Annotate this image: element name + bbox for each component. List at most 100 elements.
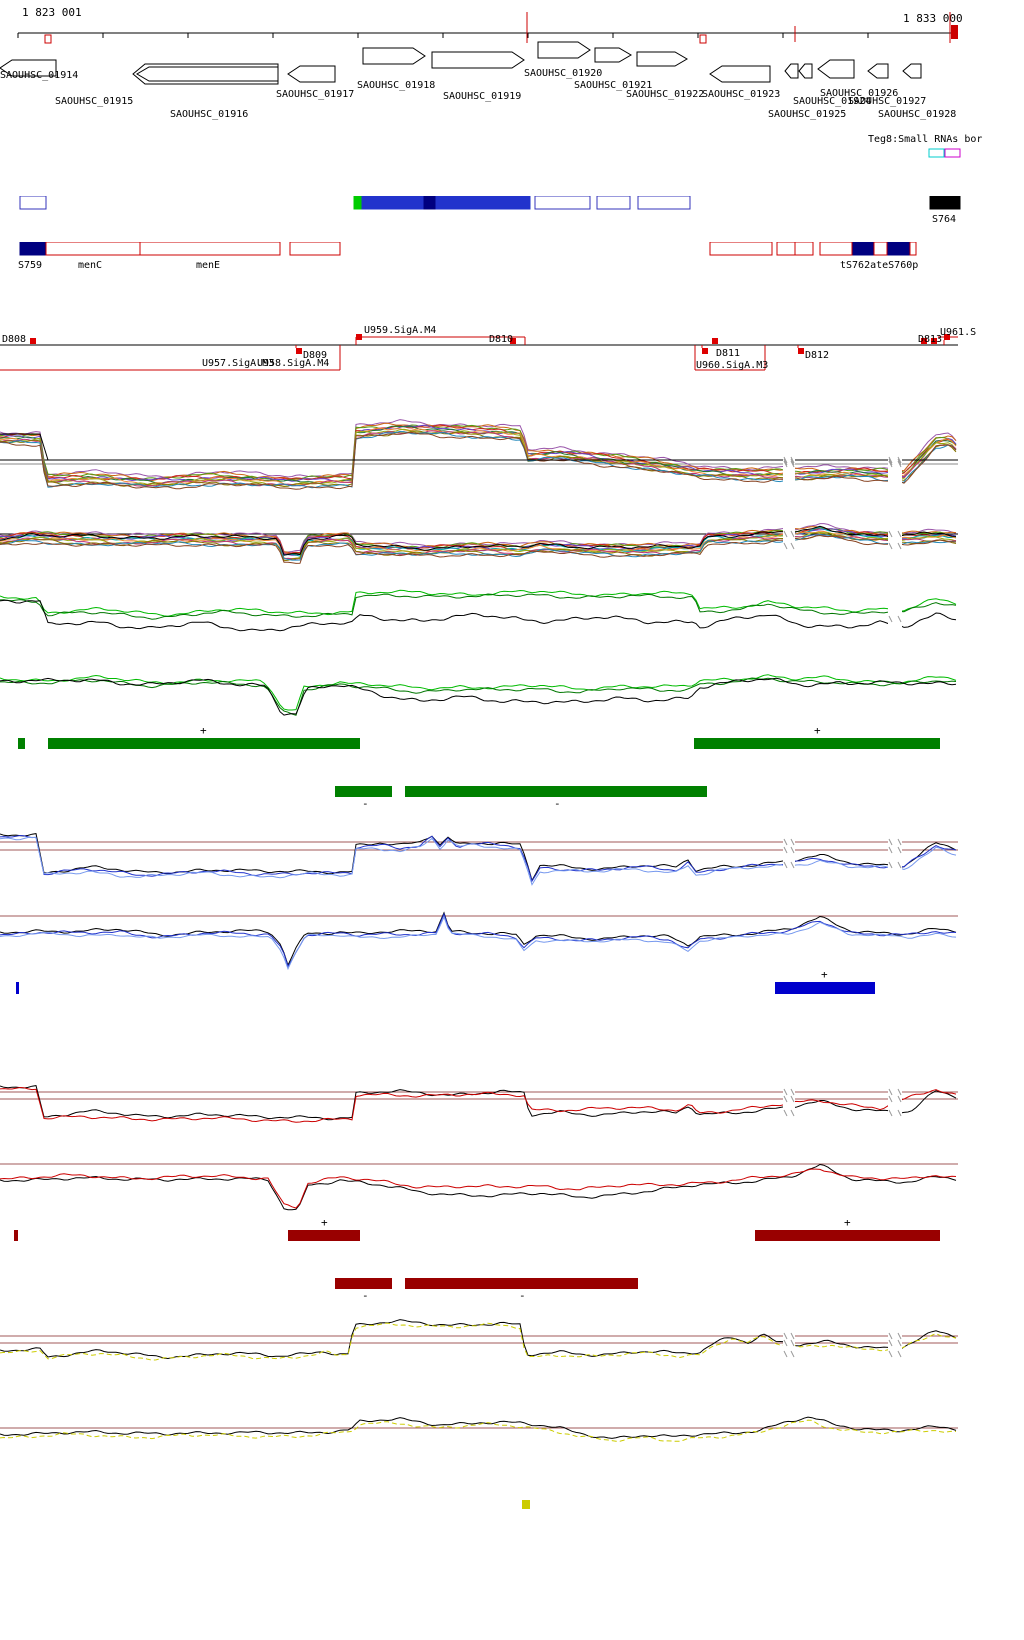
bar-group-darkred-plus-strand <box>14 1230 940 1241</box>
gap-slash <box>897 838 902 846</box>
annotation-box <box>887 242 910 256</box>
gap-slash <box>783 1339 788 1347</box>
gene-label: SAOUHSC_01928 <box>878 109 956 120</box>
gene-arrow-SAOUHSC_01925 <box>798 63 813 79</box>
data-gap <box>783 826 795 904</box>
strand-bar <box>775 982 875 994</box>
gene-label: SAOUHSC_01919 <box>443 91 521 102</box>
gene-label: SAOUHSC_01921 <box>574 80 652 91</box>
coordinate-ruler <box>17 12 958 44</box>
gene-label: SAOUHSC_01914 <box>0 70 78 81</box>
sRNA-candidate-row: S764 <box>19 196 961 225</box>
gap-slash <box>888 1350 893 1358</box>
data-gap <box>783 516 795 576</box>
signal-series <box>0 915 957 971</box>
data-gap <box>888 418 902 506</box>
strand-plus-sign: + <box>200 724 207 737</box>
signal-series <box>0 525 957 556</box>
signal-series <box>0 834 957 883</box>
annotation-label: tS762ateS760p <box>840 260 918 271</box>
gap-slash <box>897 542 902 550</box>
gap-slash <box>790 846 795 854</box>
tss-label: D808 <box>2 334 26 345</box>
signal-series <box>0 1319 957 1360</box>
strand-bar <box>14 1230 18 1241</box>
named-feature-row: S759 menC menE tS762ateS760p <box>18 242 918 271</box>
annotation-box <box>909 242 917 256</box>
signal-track-green-condition-plus <box>0 586 957 652</box>
strand-bar <box>335 1278 392 1289</box>
gap-slash <box>897 1350 902 1358</box>
data-gap <box>783 1076 795 1150</box>
gap-slash <box>790 1109 795 1117</box>
strand-bar <box>405 786 707 797</box>
strand-plus-sign: + <box>814 724 821 737</box>
strand-bar <box>755 1230 940 1241</box>
gap-slash <box>897 1088 902 1096</box>
signal-series <box>0 912 957 968</box>
gap-slash <box>888 1095 893 1103</box>
gap-slash <box>790 542 795 550</box>
gap-slash <box>897 456 902 464</box>
gap-slash <box>790 861 795 869</box>
tss-flag-icon <box>356 334 362 340</box>
signal-series <box>0 593 957 620</box>
tss-flag-icon <box>944 334 950 340</box>
annotation-box <box>353 196 363 210</box>
signal-series <box>0 431 957 490</box>
gap-slash <box>783 1332 788 1340</box>
signal-series <box>0 677 957 716</box>
gap-slash <box>790 1095 795 1103</box>
gap-slash <box>897 1095 902 1103</box>
gene-arrow-SAOUHSC_01927 <box>867 63 889 79</box>
gap-slash <box>888 530 893 538</box>
gap-slash <box>783 838 788 846</box>
legend-color-box <box>928 148 945 158</box>
gene-label: SAOUHSC_01927 <box>848 96 926 107</box>
gene-arrow-SAOUHSC_01920 <box>537 41 591 59</box>
gap-slash <box>783 542 788 550</box>
signal-track-yellow-condition-minus <box>0 1416 958 1442</box>
tss-label: D813 <box>918 334 942 345</box>
bar-group-green-plus-strand <box>18 738 940 749</box>
ruler-end-coordinate: 1 833 000 <box>903 12 963 25</box>
gap-slash <box>790 456 795 464</box>
gene-label: SAOUHSC_01915 <box>55 96 133 107</box>
annotation-box <box>289 242 341 256</box>
gap-slash <box>897 1339 902 1347</box>
signal-series <box>0 1086 957 1123</box>
signal-series <box>0 911 957 967</box>
tss-flag-icon <box>798 348 804 354</box>
annotation-box <box>873 242 888 256</box>
gene-label: SAOUHSC_01920 <box>524 68 602 79</box>
data-gap <box>783 418 795 506</box>
gap-slash <box>790 838 795 846</box>
gene-arrow-SAOUHSC_01914 <box>0 59 57 77</box>
signal-series <box>0 430 957 488</box>
strand-minus-sign: - <box>362 1289 369 1302</box>
gap-slash <box>888 615 893 623</box>
gap-slash <box>897 846 902 854</box>
gene-label: SAOUHSC_01926 <box>820 88 898 99</box>
gap-slash <box>897 458 902 466</box>
signal-series <box>0 530 957 560</box>
signal-track-blue-condition-plus <box>0 826 958 904</box>
signal-series <box>0 836 957 886</box>
strand-bar <box>335 786 392 797</box>
gene-arrow-SAOUHSC_01928 <box>902 63 922 79</box>
gap-slash <box>783 456 788 464</box>
signal-series <box>0 833 957 882</box>
signal-track-yellow-condition-plus <box>0 1316 958 1392</box>
gap-slash <box>790 460 795 468</box>
strand-plus-sign: + <box>844 1216 851 1229</box>
gap-slash <box>783 460 788 468</box>
tss-label: D811 <box>716 348 740 359</box>
strand-bar <box>522 1500 530 1509</box>
tss-flag-icon <box>30 338 36 344</box>
tss-label: U960.SigA.M3 <box>696 360 768 371</box>
data-gap <box>888 586 902 652</box>
gap-slash <box>783 1350 788 1358</box>
gene-arrow-SAOUHSC_01918 <box>362 47 426 65</box>
signal-series <box>0 433 956 461</box>
signal-series <box>0 534 957 564</box>
